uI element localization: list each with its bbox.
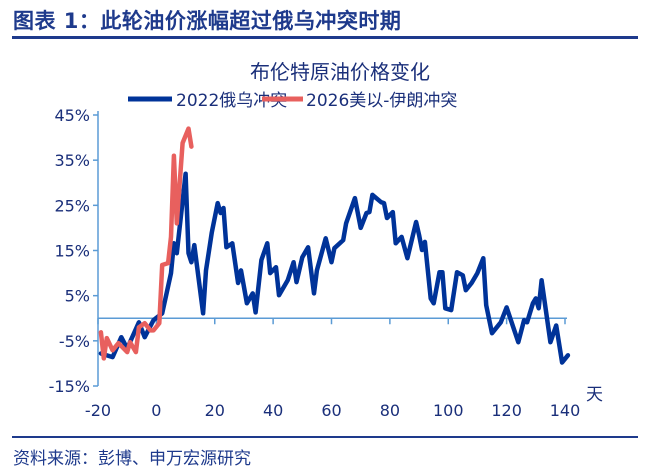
x-tick-label: 0 [151,401,161,420]
x-tick-label: 140 [550,401,581,420]
x-tick-label: 120 [491,401,522,420]
y-tick-label: 25% [54,196,90,215]
header-divider [12,36,638,39]
y-tick-label: 45% [54,106,90,125]
y-tick-label: -15% [49,377,90,396]
y-tick-label: -5% [59,332,90,351]
footer-divider [12,436,638,438]
x-tick-label: 100 [433,401,464,420]
legend: 2022俄乌冲突 2026美以-伊朗冲突 [128,91,457,111]
x-tick-label: 80 [380,401,400,420]
x-tick-label: 60 [321,401,341,420]
x-tick-label: -20 [85,401,111,420]
y-tick-label: 35% [54,151,90,170]
chart-title: 布伦特原油价格变化 [250,60,430,84]
series-line-2022 [98,171,571,365]
x-tick-label: 20 [205,401,225,420]
legend-label-2022: 2022俄乌冲突 [176,91,287,111]
x-axis-label: 天 [586,385,603,405]
source-note: 资料来源：彭博、申万宏源研究 [13,449,251,469]
y-tick-label: 15% [54,242,90,261]
figure-header: 图表 1：此轮油价涨幅超过俄乌冲突时期 [13,9,402,33]
chart: 布伦特原油价格变化 2022俄乌冲突 2026美以-伊朗冲突 45% 35% 25%… [49,60,603,420]
legend-label-2026: 2026美以-伊朗冲突 [306,91,457,111]
x-tick-label: 40 [263,401,283,420]
y-tick-label: 5% [65,287,90,306]
series-line-2026 [98,126,194,361]
